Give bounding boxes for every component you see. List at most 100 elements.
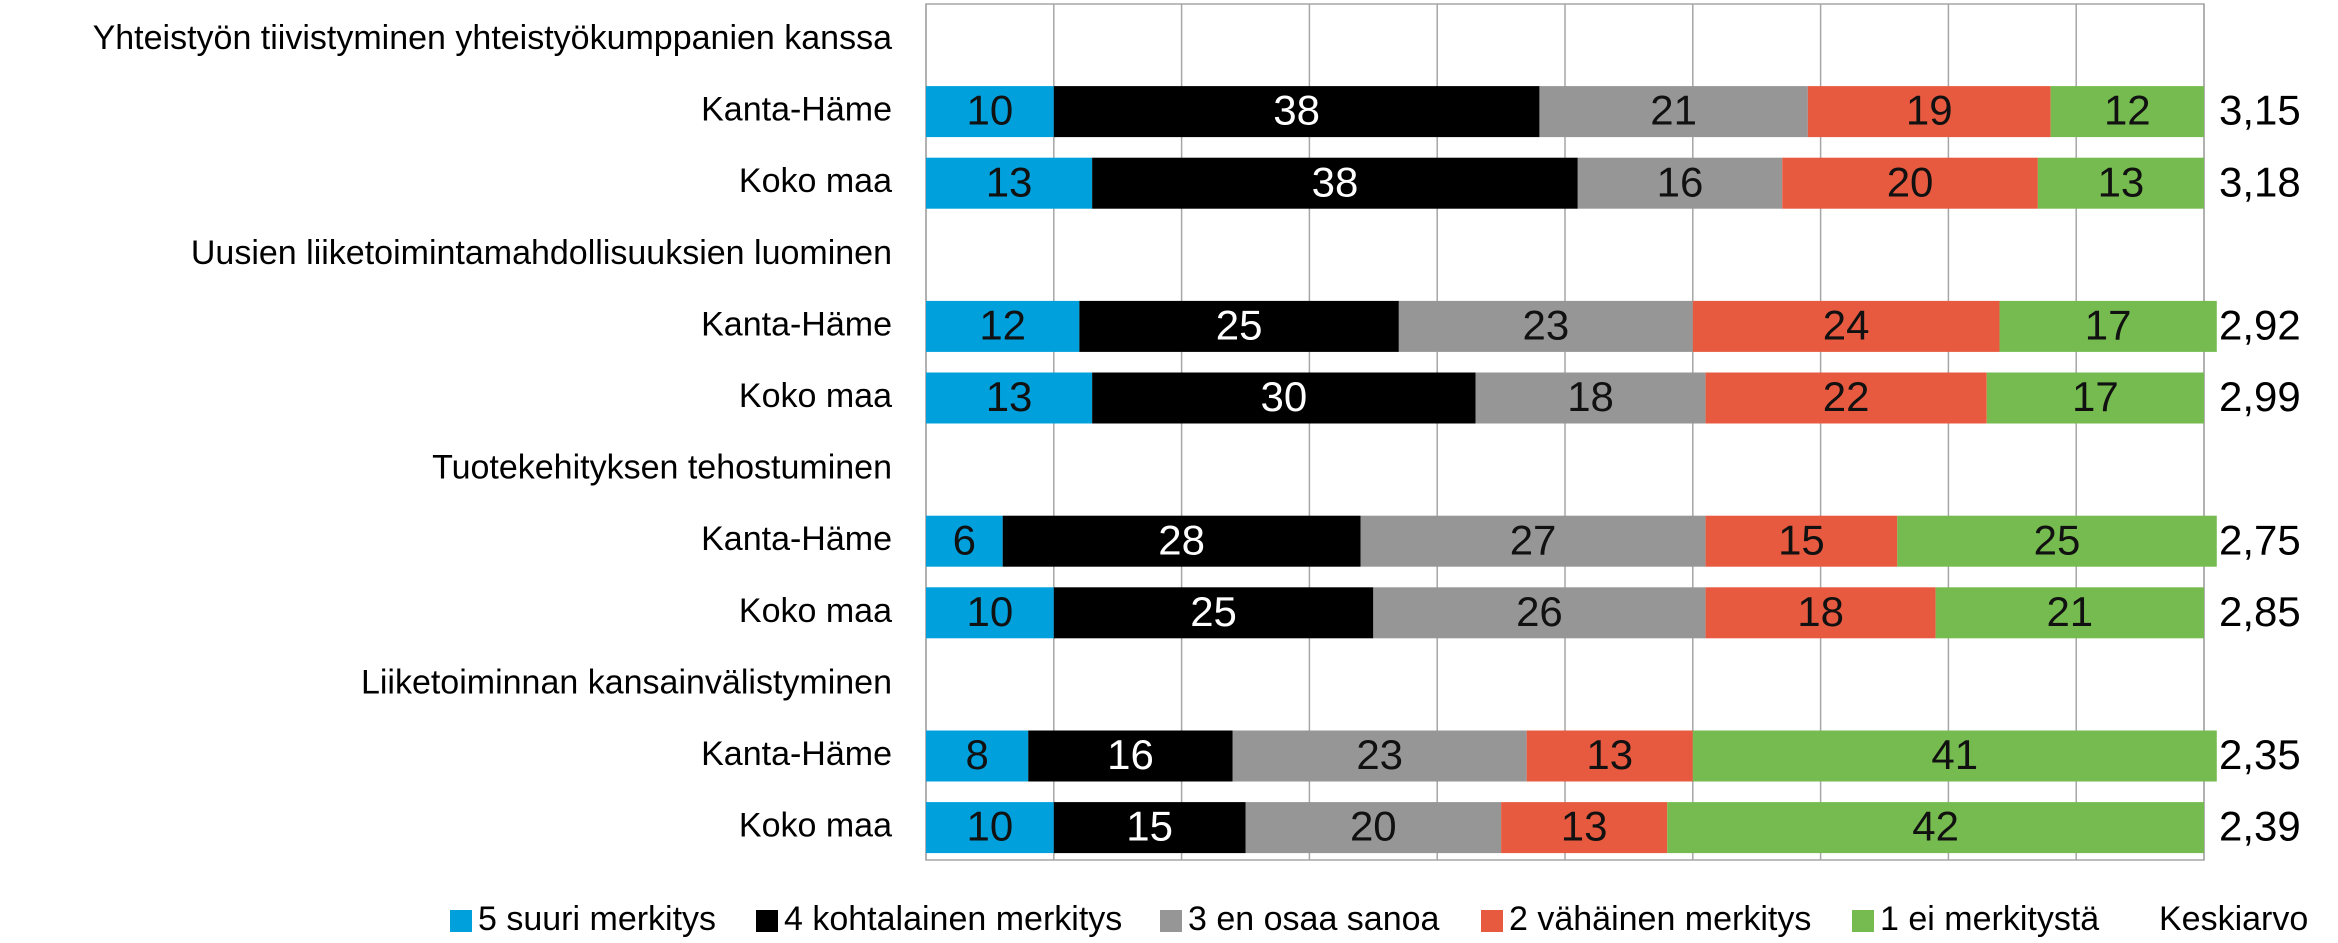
data-label: 22 — [1823, 373, 1870, 420]
bar-segment — [1245, 802, 1502, 854]
data-label: 38 — [1312, 158, 1359, 205]
data-label: 42 — [1912, 803, 1959, 850]
data-label: 19 — [1906, 87, 1953, 134]
data-label: 8 — [965, 731, 988, 778]
bar-segment — [926, 300, 1080, 352]
bar-segment — [1398, 300, 1693, 352]
average-label: 3,15 — [2219, 87, 2301, 134]
category-label: Koko maa — [739, 807, 892, 845]
data-label: 24 — [1823, 301, 1870, 348]
average-label: 2,39 — [2219, 803, 2301, 850]
bar-segment — [1999, 300, 2217, 352]
data-label: 26 — [1516, 588, 1563, 635]
bar-segment — [926, 86, 1054, 138]
category-label: Koko maa — [739, 592, 892, 630]
legend-label: Keskiarvo — [2159, 900, 2308, 938]
legend-swatch — [1852, 910, 1874, 932]
data-label: 12 — [979, 301, 1026, 348]
category-label: Yhteistyön tiivistyminen yhteistyökumppa… — [93, 19, 892, 57]
legend-swatch — [1160, 910, 1182, 932]
average-label: 2,75 — [2219, 516, 2301, 563]
data-label: 21 — [1650, 87, 1697, 134]
average-label: 2,85 — [2219, 588, 2301, 635]
data-label: 41 — [1931, 731, 1978, 778]
bar-segment — [1092, 157, 1578, 209]
category-label: Koko maa — [739, 377, 892, 415]
data-label: 25 — [1216, 301, 1263, 348]
legend-label: 1 ei merkitystä — [1880, 900, 2099, 938]
bar-segment — [1807, 86, 2051, 138]
data-label: 25 — [2034, 516, 2081, 563]
category-label: Kanta-Häme — [701, 91, 892, 129]
bar-segment — [926, 802, 1054, 854]
legend-swatch — [756, 910, 778, 932]
bar-segment — [1667, 802, 2204, 854]
data-label: 13 — [986, 373, 1033, 420]
data-label: 18 — [1567, 373, 1614, 420]
data-label: 30 — [1260, 373, 1307, 420]
bar-segment — [1705, 372, 1987, 424]
bar-segment — [1692, 300, 2000, 352]
bar-segment — [1475, 372, 1706, 424]
data-label: 15 — [1126, 803, 1173, 850]
category-label: Uusien liiketoimintamahdollisuuksien luo… — [191, 234, 892, 272]
category-label: Kanta-Häme — [701, 735, 892, 773]
data-label: 23 — [1522, 301, 1569, 348]
average-label: 2,92 — [2219, 301, 2301, 348]
data-label: 6 — [953, 516, 976, 563]
data-label: 21 — [2046, 588, 2093, 635]
category-label: Liiketoiminnan kansainvälistyminen — [361, 663, 892, 701]
category-label: Kanta-Häme — [701, 520, 892, 558]
bar-segment — [926, 587, 1054, 639]
bar-segment — [1028, 730, 1233, 782]
data-label: 13 — [2098, 158, 2145, 205]
bar-segment — [926, 157, 1093, 209]
bar-segment — [1782, 157, 2038, 209]
bar-segment — [1526, 730, 1693, 782]
bar-segment — [926, 372, 1093, 424]
data-label: 20 — [1350, 803, 1397, 850]
data-label: 10 — [967, 588, 1014, 635]
bar-segment — [1360, 515, 1706, 567]
legend-swatch — [450, 910, 472, 932]
data-label: 12 — [2104, 87, 2151, 134]
bar-segment — [1079, 300, 1399, 352]
bar-segment — [1373, 587, 1706, 639]
bar-segment — [1053, 587, 1374, 639]
bar-segment — [1092, 372, 1476, 424]
data-label: 17 — [2085, 301, 2132, 348]
data-label: 23 — [1356, 731, 1403, 778]
legend-label: 2 vähäinen merkitys — [1509, 900, 1811, 938]
bar-segment — [2050, 86, 2204, 138]
bar-segment — [2037, 157, 2204, 209]
data-label: 16 — [1657, 158, 1704, 205]
average-label: 2,99 — [2219, 373, 2301, 420]
category-label: Koko maa — [739, 162, 892, 200]
bar-segment — [1692, 730, 2217, 782]
legend-label: 4 kohtalainen merkitys — [784, 900, 1122, 938]
legend-label: 3 en osaa sanoa — [1188, 900, 1440, 938]
data-label: 20 — [1887, 158, 1934, 205]
data-label: 17 — [2072, 373, 2119, 420]
data-label: 13 — [1561, 803, 1608, 850]
data-label: 15 — [1778, 516, 1825, 563]
bar-segment — [1232, 730, 1527, 782]
data-label: 13 — [986, 158, 1033, 205]
data-label: 38 — [1273, 87, 1320, 134]
bar-segment — [1705, 515, 1898, 567]
data-label: 16 — [1107, 731, 1154, 778]
data-label: 13 — [1586, 731, 1633, 778]
data-label: 10 — [967, 803, 1014, 850]
bar-segment — [1897, 515, 2217, 567]
bar-segment — [926, 730, 1029, 782]
bar-segment — [1539, 86, 1808, 138]
bar-segment — [1501, 802, 1668, 854]
category-label: Tuotekehityksen tehostuminen — [432, 449, 892, 487]
data-label: 27 — [1510, 516, 1557, 563]
data-label: 18 — [1797, 588, 1844, 635]
data-label: 28 — [1158, 516, 1205, 563]
average-label: 3,18 — [2219, 158, 2301, 205]
bar-segment — [1053, 802, 1246, 854]
bar-segment — [1053, 86, 1540, 138]
